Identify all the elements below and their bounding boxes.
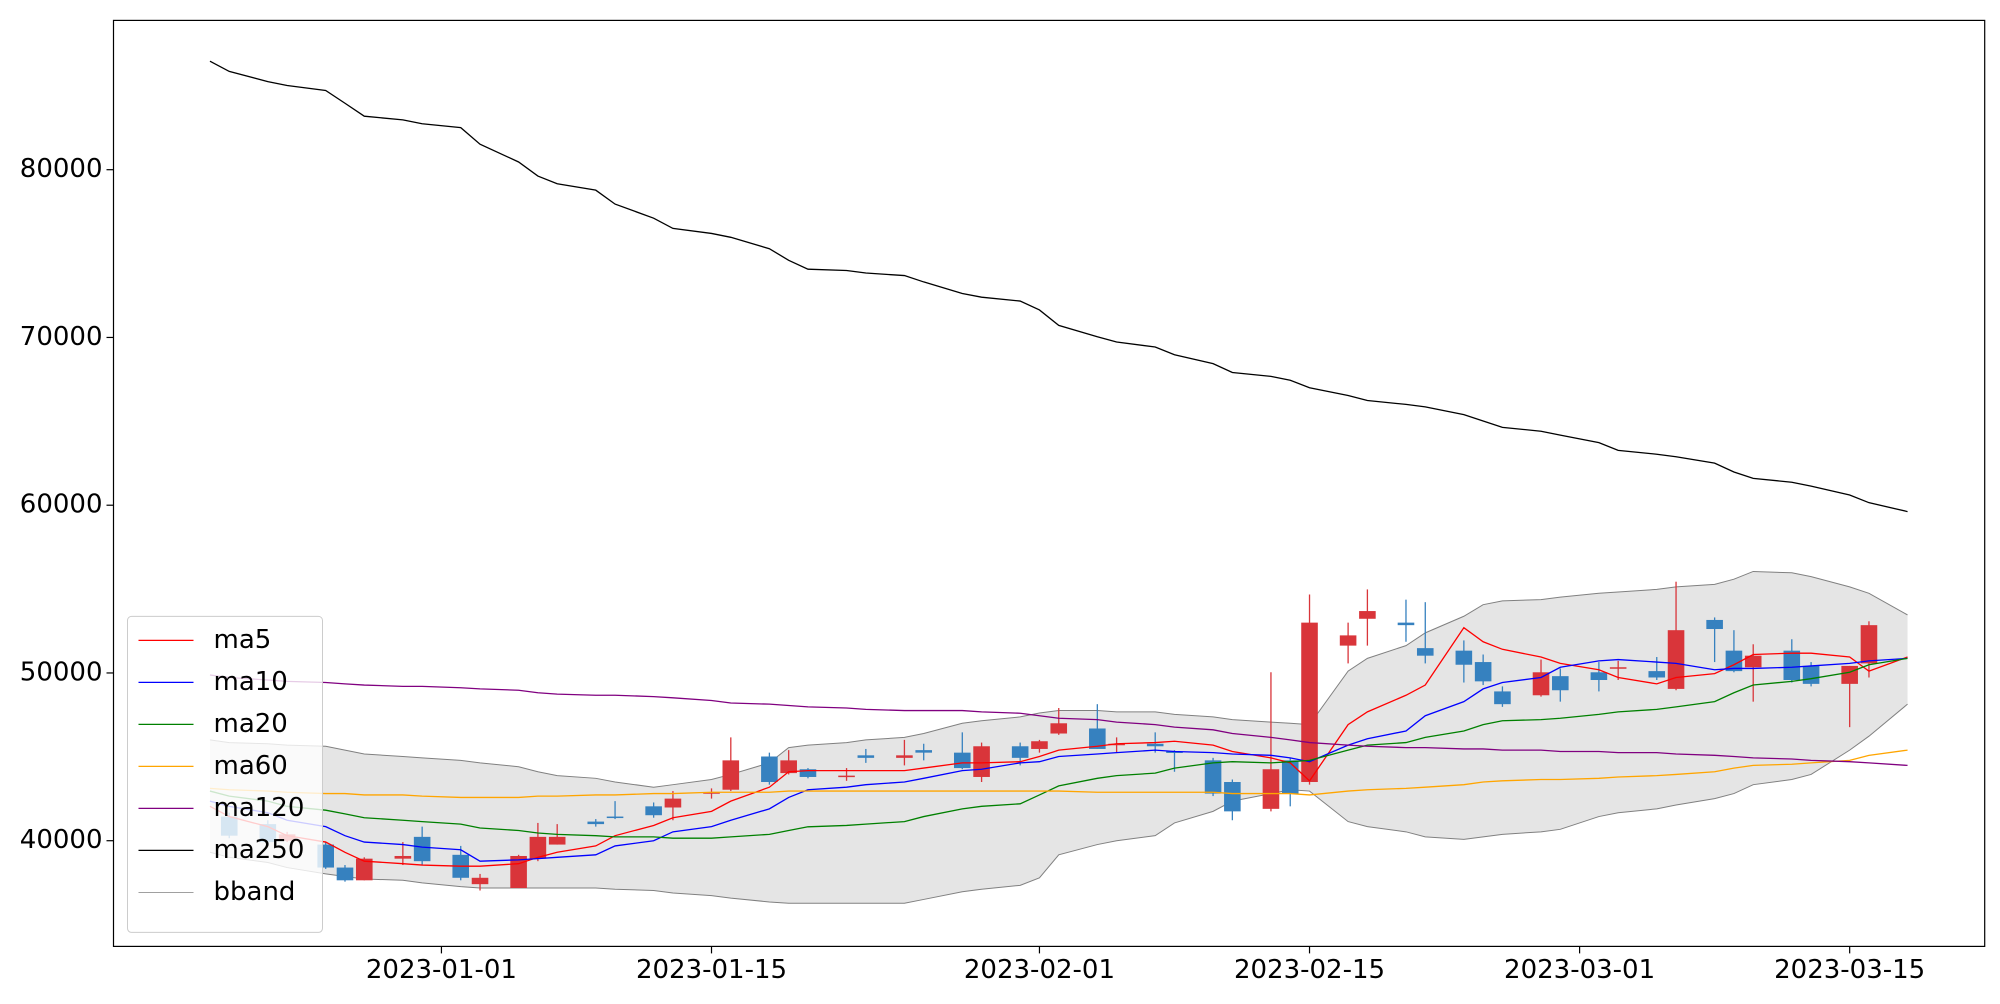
candle-body [857, 755, 875, 758]
candle-body [1050, 723, 1068, 734]
legend-label: bband [214, 877, 296, 907]
candle-body [606, 816, 624, 819]
x-tick-label: 2023-02-01 [964, 955, 1115, 985]
candle-body [413, 836, 431, 862]
candle-body [1590, 672, 1608, 681]
x-tick-label: 2023-01-01 [366, 955, 517, 985]
candle-body [394, 855, 412, 859]
candle-body [1281, 760, 1299, 794]
candle-body [953, 752, 971, 769]
legend-label: ma5 [214, 625, 272, 655]
candle-body [336, 867, 354, 881]
candle-body [1339, 635, 1357, 646]
plot-frame [112, 19, 1986, 947]
candle-body [896, 755, 913, 758]
candle-body [973, 746, 990, 777]
candle-body [703, 792, 720, 794]
y-tick-label: 40000 [20, 825, 103, 855]
candle-body [1532, 672, 1550, 696]
bband-area [209, 571, 1908, 904]
candle-body [1011, 746, 1029, 758]
x-tick-label: 2023-03-15 [1774, 955, 1925, 985]
legend: ma5 ma10 ma20 ma60 ma120 ma250 bband [127, 615, 323, 933]
candle-body [780, 760, 797, 774]
bband-upper [209, 570, 1908, 788]
candle-body [1031, 741, 1048, 749]
ma-line [209, 60, 1908, 513]
candle-body [1146, 743, 1164, 747]
y-tick-label: 50000 [20, 657, 103, 687]
candle-body [838, 775, 855, 778]
candle-body [1301, 622, 1318, 783]
candle-body [1609, 667, 1627, 669]
candle-body [355, 858, 373, 881]
candle-body [761, 756, 778, 783]
candle-body [1783, 650, 1801, 681]
candle-body [722, 760, 740, 790]
candle-body [529, 836, 547, 859]
candle-body [1860, 625, 1878, 664]
x-tick-label: 2023-03-01 [1504, 955, 1655, 985]
candle-body [1089, 728, 1106, 749]
y-tick-label: 70000 [20, 322, 103, 352]
candle-body [1108, 743, 1125, 746]
candle-body [1706, 619, 1723, 630]
legend-label: ma10 [214, 667, 288, 697]
y-tick-label: 60000 [20, 490, 103, 520]
x-tick-label: 2023-01-15 [636, 955, 787, 985]
candle-body [915, 750, 933, 753]
candle-body [799, 769, 817, 777]
candle-body [1552, 676, 1569, 691]
plot-area [209, 60, 1908, 904]
ma-line [209, 657, 1908, 862]
ma-line [209, 749, 1908, 799]
candle-body [1474, 662, 1492, 682]
ma-line [209, 626, 1908, 867]
candle-body [664, 798, 682, 808]
ma-line [209, 674, 1908, 767]
bband-lower [209, 703, 1908, 904]
candle-body [645, 806, 662, 816]
legend-label: ma250 [214, 835, 305, 865]
y-tick-label: 80000 [20, 154, 103, 184]
candle-body [1166, 751, 1183, 753]
legend-label: ma120 [214, 793, 305, 823]
candle-body [587, 821, 605, 825]
legend-label: ma60 [214, 751, 288, 781]
candle-body [471, 877, 489, 885]
candle-body [1416, 648, 1434, 656]
candle-body [1667, 630, 1685, 689]
candle-body [1648, 671, 1666, 678]
ma-line [209, 657, 1908, 839]
candle-body [1359, 611, 1376, 619]
candle-body [1455, 650, 1473, 665]
candle-body [1224, 782, 1241, 812]
candle-body [1494, 691, 1511, 705]
candle-body [548, 836, 566, 845]
candle-body [1744, 655, 1762, 668]
candle-body [1397, 622, 1415, 626]
candle-body [1262, 769, 1280, 809]
candle-body [1841, 665, 1858, 684]
candle-body [510, 855, 527, 889]
legend-label: ma20 [214, 709, 288, 739]
candle-body [1204, 760, 1222, 794]
candle-body [1802, 665, 1820, 684]
legend-frame [127, 615, 323, 933]
x-tick-label: 2023-02-15 [1234, 955, 1385, 985]
